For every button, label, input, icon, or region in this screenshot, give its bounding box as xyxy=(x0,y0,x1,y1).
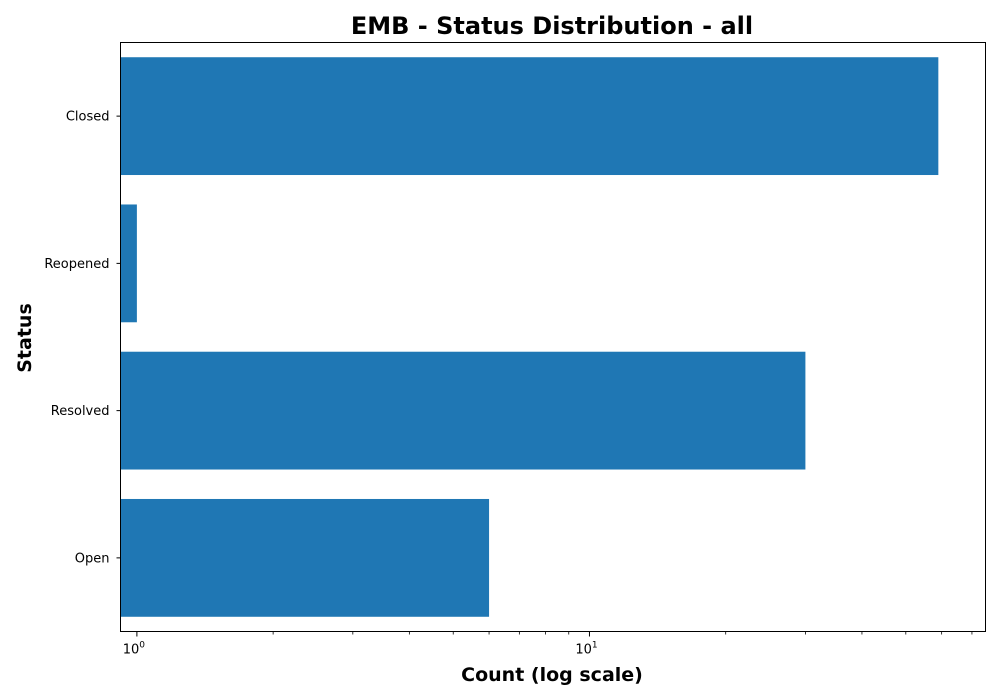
bar-resolved xyxy=(120,351,806,470)
x-tick-label: 100 xyxy=(123,641,146,658)
y-tick-label-resolved: Resolved xyxy=(51,404,110,419)
bar-reopened xyxy=(120,204,137,323)
bar-open xyxy=(120,498,490,617)
x-tick-label: 101 xyxy=(575,641,597,658)
bar-closed xyxy=(120,57,939,176)
y-axis-label: Status xyxy=(14,303,36,373)
chart-title: EMB - Status Distribution - all xyxy=(351,12,753,40)
x-axis-label: Count (log scale) xyxy=(461,664,643,686)
y-tick-label-closed: Closed xyxy=(66,110,110,125)
y-tick-label-open: Open xyxy=(75,551,110,566)
y-tick-label-reopened: Reopened xyxy=(44,257,109,272)
bars-layer xyxy=(120,57,939,617)
plot-frame xyxy=(120,42,986,632)
